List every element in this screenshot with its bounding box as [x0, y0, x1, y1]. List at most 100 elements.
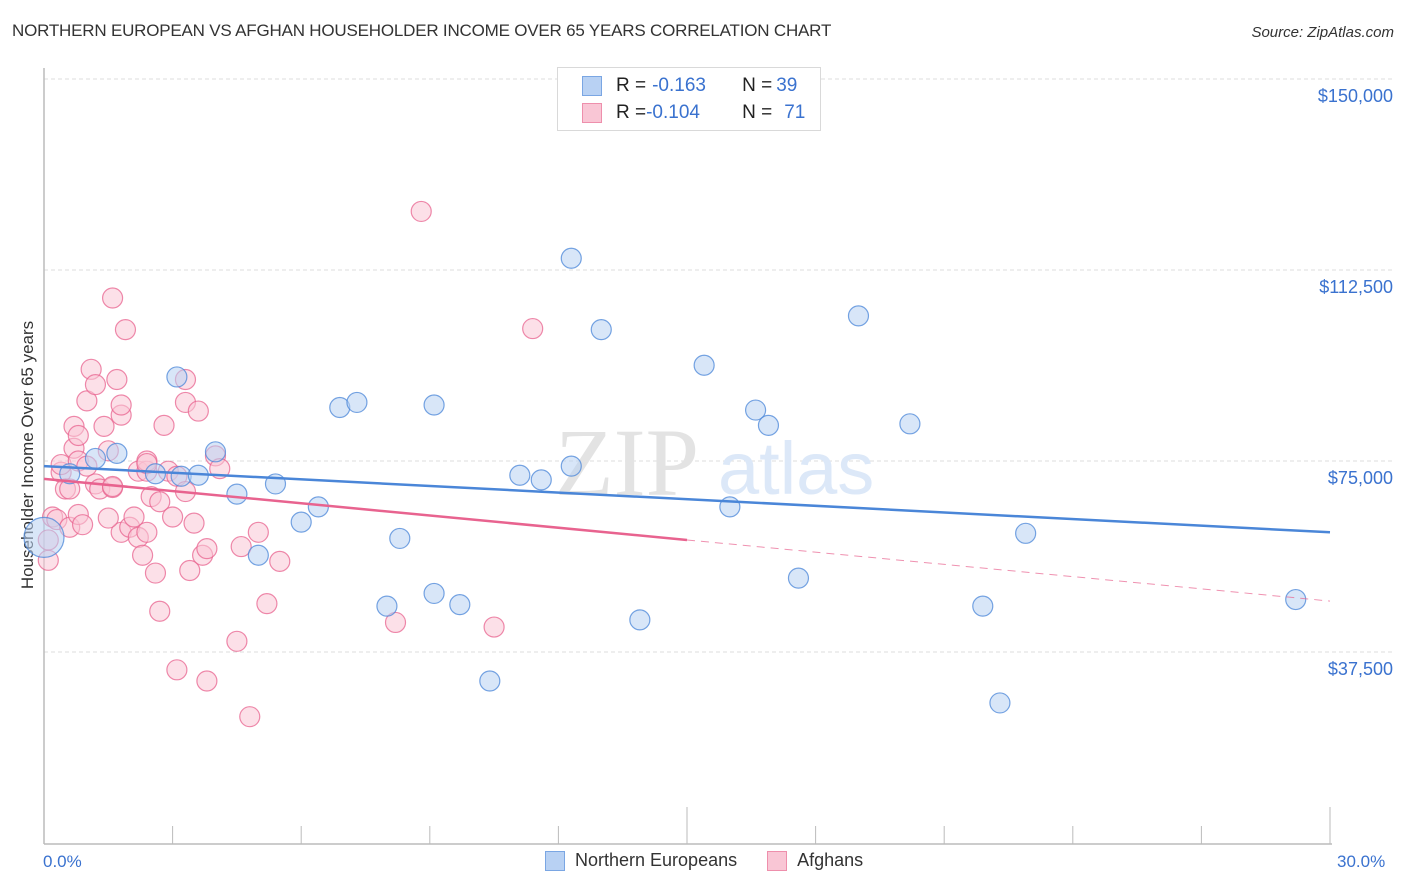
source-label: Source: ZipAtlas.com — [1251, 24, 1394, 41]
data-point — [76, 390, 98, 412]
n-value: 39 — [776, 75, 798, 96]
data-point — [114, 318, 137, 341]
data-point — [179, 559, 201, 582]
data-point — [230, 535, 252, 558]
x-tick-min: 0.0% — [43, 852, 82, 871]
r-label: R = — [616, 75, 647, 96]
data-point — [162, 506, 184, 528]
data-point — [101, 287, 124, 309]
r-label: R = — [616, 102, 647, 123]
data-point — [787, 567, 810, 589]
data-point — [149, 491, 171, 513]
data-point — [744, 399, 767, 421]
legend-item-northern-europeans[interactable]: Northern Europeans — [545, 850, 737, 871]
data-point — [67, 424, 89, 447]
data-point — [483, 616, 505, 638]
data-point — [226, 483, 248, 505]
r-value: -0.163 — [652, 75, 706, 96]
afghans-points — [37, 200, 544, 728]
chart-title: NORTHERN EUROPEAN VS AFGHAN HOUSEHOLDER … — [12, 21, 832, 40]
data-point — [509, 464, 531, 486]
data-point — [196, 670, 218, 692]
data-point — [183, 512, 205, 534]
data-point — [123, 506, 145, 528]
axes — [43, 68, 1332, 845]
data-point — [693, 354, 715, 376]
trend-lines — [43, 464, 1331, 602]
y-tick-150000: $150,000 — [1317, 86, 1393, 106]
data-point — [110, 394, 132, 416]
data-point — [307, 496, 329, 518]
data-point — [423, 394, 445, 416]
data-point — [106, 442, 128, 464]
data-point — [346, 391, 368, 414]
legend-swatch-pink — [582, 103, 602, 123]
r-value: -0.104 — [646, 102, 700, 123]
data-point — [136, 521, 158, 543]
legend-swatch-blue — [582, 76, 602, 96]
legend-label: Northern Europeans — [575, 850, 738, 870]
legend-item-afghans[interactable]: Afghans — [767, 850, 863, 871]
data-point — [149, 600, 171, 622]
northern-europeans-points — [23, 247, 1307, 714]
data-point — [590, 318, 612, 341]
data-point — [93, 415, 115, 437]
data-point — [410, 200, 432, 223]
data-point — [187, 400, 209, 422]
data-point — [196, 538, 218, 560]
data-point — [560, 247, 582, 269]
data-point — [166, 659, 188, 681]
data-point — [384, 611, 407, 634]
legend-swatch-blue — [545, 850, 565, 871]
legend-swatch-pink — [767, 850, 788, 871]
data-point — [899, 413, 921, 435]
data-point — [106, 368, 128, 391]
data-point — [153, 414, 175, 436]
data-point — [144, 463, 167, 485]
svg-text:atlas: atlas — [718, 427, 874, 510]
data-point — [247, 544, 269, 566]
correlation-legend: R = -0.163 N = 39 R = -0.104 N = 71 — [557, 67, 821, 131]
n-label: N = — [742, 75, 773, 96]
legend-row-northern-europeans: R = -0.163 N = 39 — [582, 73, 797, 99]
data-point — [84, 374, 107, 396]
data-point — [629, 609, 651, 631]
x-tick-max: 30.0% — [1337, 852, 1386, 871]
data-point — [847, 305, 870, 327]
n-label: N = — [742, 102, 773, 123]
data-point — [131, 544, 154, 566]
data-point — [972, 595, 994, 617]
data-point — [449, 594, 471, 616]
y-tick-37500: $37,500 — [1327, 659, 1393, 679]
data-point — [989, 692, 1011, 714]
series-legend: Northern Europeans Afghans — [545, 850, 893, 871]
data-point — [530, 469, 552, 491]
data-point — [204, 441, 227, 463]
data-point — [1015, 522, 1037, 544]
data-point — [479, 670, 501, 692]
data-point — [389, 527, 411, 550]
data-point — [144, 562, 167, 584]
data-point — [269, 550, 291, 572]
data-point — [522, 317, 544, 340]
n-value: 71 — [784, 102, 806, 123]
legend-label: Afghans — [797, 850, 864, 870]
data-point — [166, 366, 188, 388]
data-point — [226, 630, 248, 652]
gridlines — [44, 78, 1395, 653]
data-point — [1285, 588, 1307, 611]
data-point — [84, 447, 107, 470]
y-tick-75000: $75,000 — [1327, 468, 1393, 488]
data-point — [239, 706, 261, 728]
data-point — [560, 455, 582, 477]
data-point — [97, 507, 119, 529]
y-tick-112500: $112,500 — [1319, 277, 1393, 297]
data-point — [423, 582, 445, 605]
data-point — [247, 521, 269, 543]
data-point — [23, 516, 65, 559]
data-point — [757, 414, 780, 436]
legend-row-afghans: R = -0.104 N = 71 — [582, 100, 805, 126]
data-point — [376, 595, 398, 617]
data-point — [290, 511, 312, 533]
